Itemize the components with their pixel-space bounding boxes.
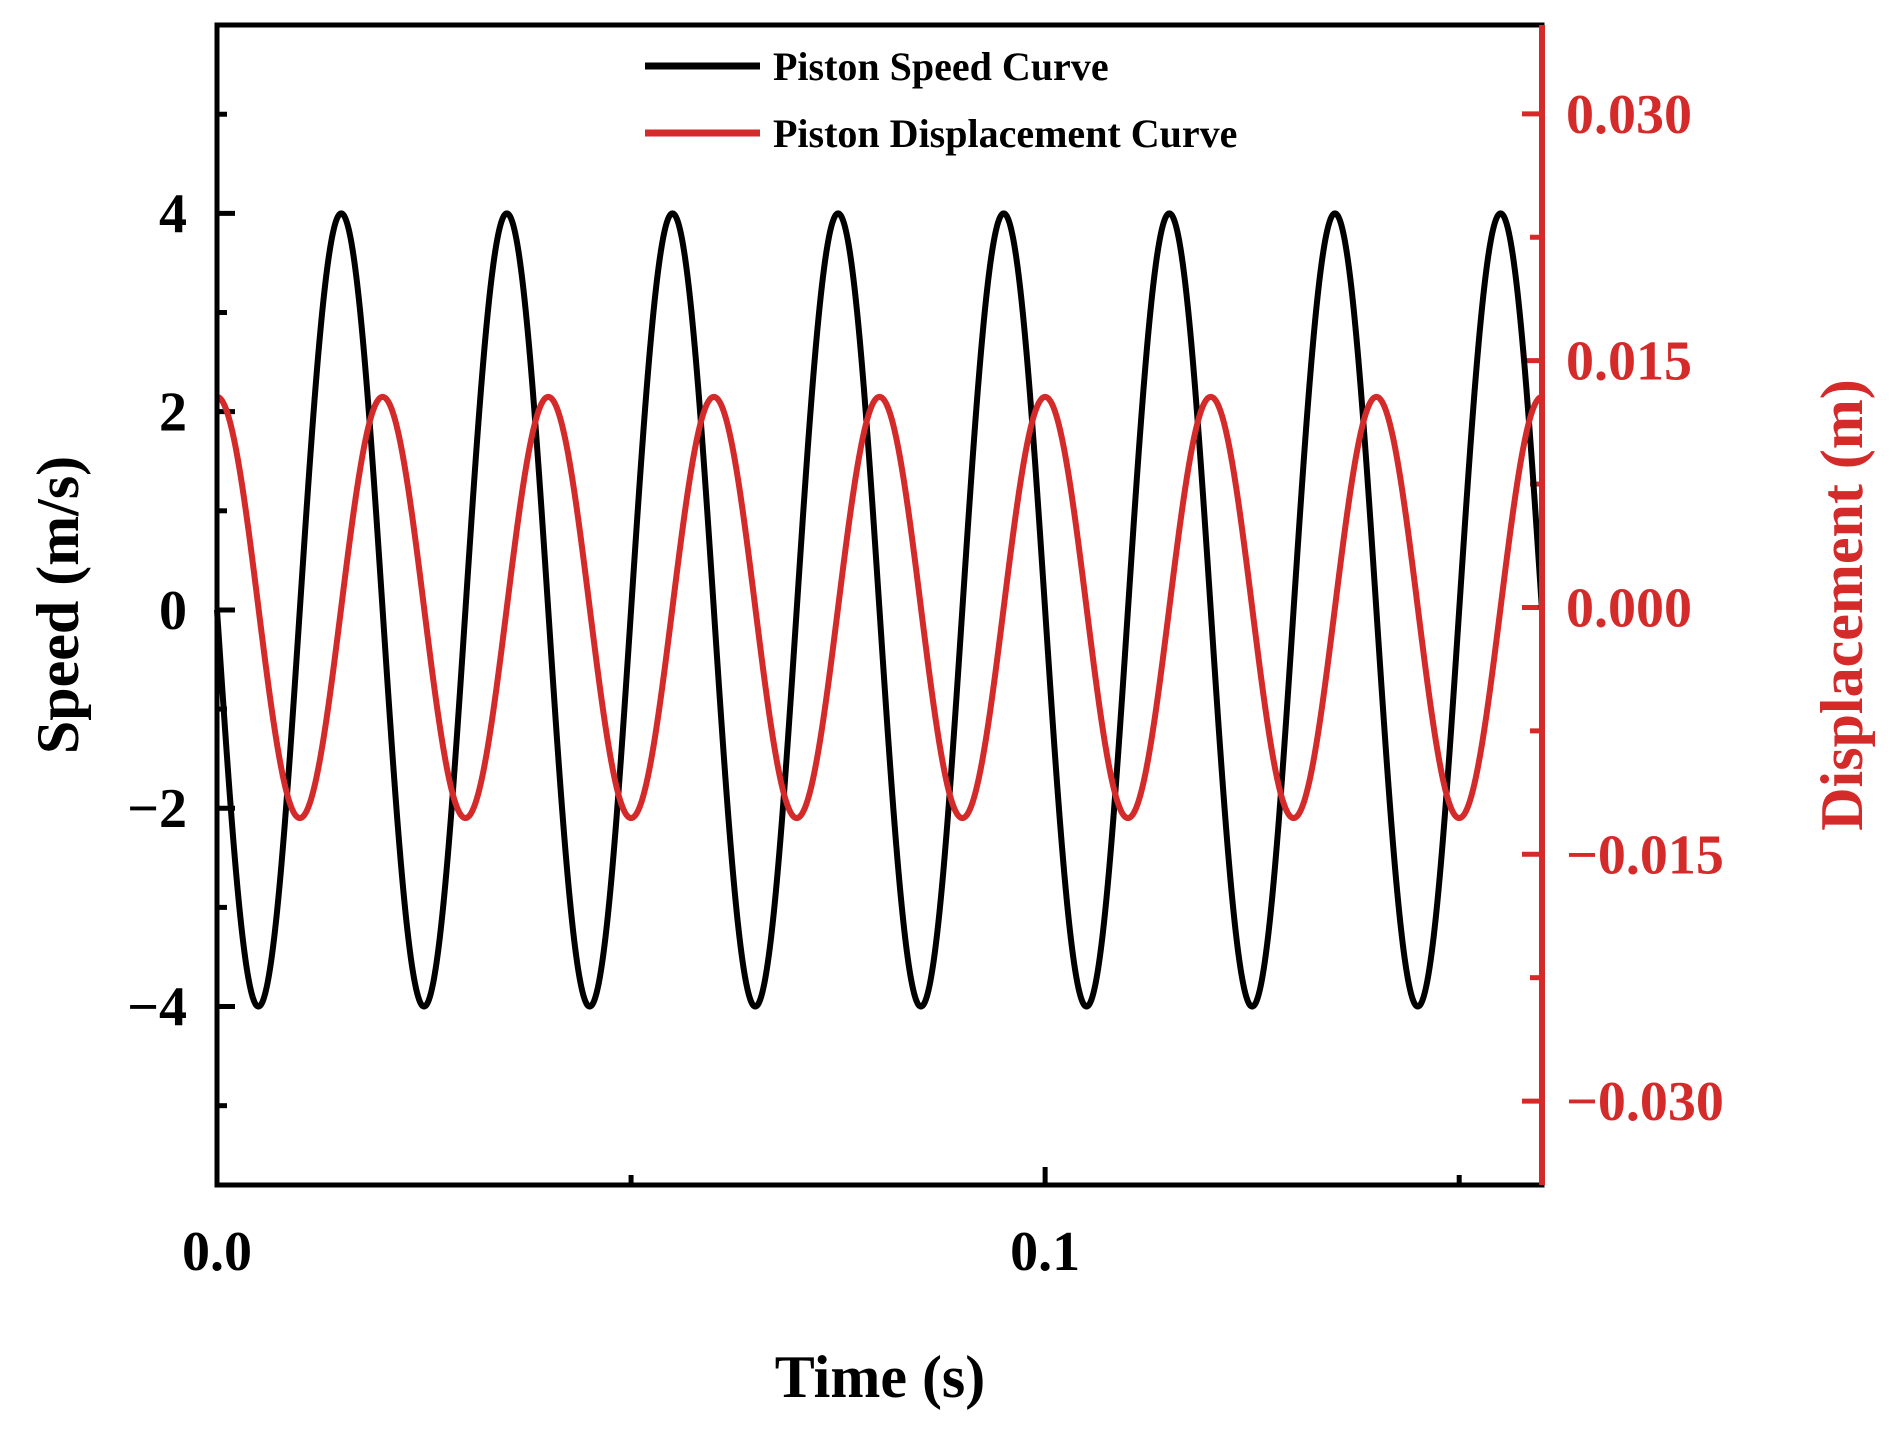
y2-tick-label: 0.030 xyxy=(1566,84,1692,146)
y-tick-label: 4 xyxy=(159,183,187,245)
legend: Piston Speed Curve Piston Displacement C… xyxy=(645,44,1237,156)
y-tick-label: 2 xyxy=(159,382,187,444)
series-line-speed xyxy=(214,210,1545,1010)
y2-tick-label: 0.000 xyxy=(1566,577,1692,639)
x-tick-label: 0.0 xyxy=(182,1221,252,1283)
y-axis-title: Speed (m/s) xyxy=(25,456,91,754)
legend-label-displacement: Piston Displacement Curve xyxy=(773,111,1237,156)
legend-label-speed: Piston Speed Curve xyxy=(773,44,1109,89)
y2-tick-label: 0.015 xyxy=(1566,331,1692,393)
y-tick-label: −4 xyxy=(127,977,187,1039)
y2-tick-label: −0.015 xyxy=(1566,824,1724,886)
y-tick-label: 0 xyxy=(159,580,187,642)
y2-axis-title: Displacement (m) xyxy=(1809,379,1875,831)
x-tick-label: 0.1 xyxy=(1010,1221,1080,1283)
y2-tick-label: −0.030 xyxy=(1566,1071,1724,1133)
series-line-displacement xyxy=(214,393,1545,822)
label-group: 0.0 0.1 −4 −2 0 2 4 −0.030 −0.015 0.000 0.015 0.030 xyxy=(127,84,1724,1283)
series-group xyxy=(214,210,1545,1010)
x-axis-title: Time (s) xyxy=(775,1344,986,1410)
y-tick-label: −2 xyxy=(127,778,187,840)
